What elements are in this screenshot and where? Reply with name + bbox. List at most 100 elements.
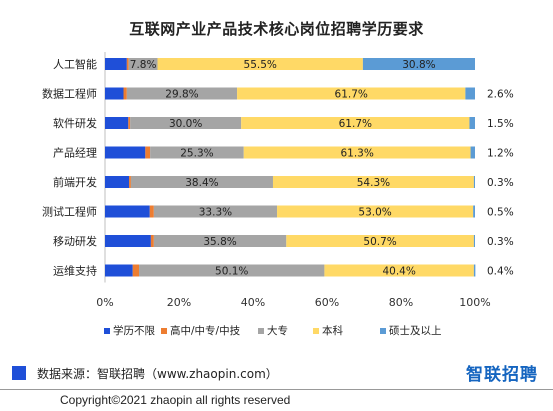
data-source: 数据来源：智联招聘（www.zhaopin.com）: [37, 367, 278, 381]
data-label: 61.3%: [340, 148, 373, 160]
bar-segment: [150, 235, 154, 247]
bar-segment: [145, 146, 151, 159]
data-label: 0.3%: [487, 236, 514, 248]
data-label: 35.8%: [203, 236, 236, 248]
category-label: 移动研发: [53, 234, 97, 248]
bar-segment: [123, 87, 127, 100]
data-label: 1.2%: [487, 148, 514, 160]
bar-segment: [277, 205, 474, 218]
bar-segment: [465, 87, 475, 100]
bar-segment: [105, 264, 133, 277]
bars: [105, 58, 476, 277]
legend-swatch: [258, 328, 264, 334]
data-label: 54.3%: [357, 177, 390, 189]
legend-entry: 学历不限: [113, 324, 155, 337]
legend-swatch: [161, 328, 167, 334]
footer-divider: [0, 389, 553, 390]
category-label: 人工智能: [53, 57, 97, 71]
data-label: 0.5%: [487, 207, 514, 219]
data-label: 2.6%: [487, 89, 514, 101]
x-tick-label: 20%: [167, 296, 191, 309]
legend-entry: 高中/中专/中技: [170, 324, 241, 337]
data-labels: 7.8% 55.5% 30.8% 29.8% 61.7% 2.6% 30.0% 61.7% 1.…: [130, 59, 514, 278]
bar-segment: [150, 146, 244, 159]
legend-entry: 本科: [322, 324, 343, 337]
axes: 0% 20% 40% 60% 80% 100% 人工智能数据工程师软件研发产品经理前端开发测…: [42, 52, 491, 309]
bar-segment: [130, 117, 242, 129]
data-label: 50.1%: [215, 266, 248, 278]
bar-segment: [105, 87, 124, 100]
legend-swatch: [313, 328, 319, 334]
data-label: 7.8%: [130, 59, 157, 71]
data-label: 61.7%: [335, 89, 368, 101]
bar-segment: [130, 176, 273, 188]
bar-segment: [105, 235, 151, 247]
bar-segment: [469, 117, 475, 129]
bar-segment: [132, 264, 140, 277]
data-label: 40.4%: [382, 266, 415, 278]
data-label: 25.3%: [180, 148, 213, 160]
bar-segment: [272, 176, 474, 188]
data-label: 53.0%: [358, 207, 391, 219]
legend-swatch: [104, 328, 110, 334]
bar-segment: [105, 205, 150, 218]
data-label: 29.8%: [165, 89, 198, 101]
bar-segment: [105, 58, 127, 70]
data-label: 33.3%: [199, 207, 232, 219]
bar-segment: [241, 117, 470, 129]
data-label: 0.3%: [487, 177, 514, 189]
data-label: 55.5%: [244, 59, 277, 71]
bar-segment: [105, 146, 146, 159]
category-label: 软件研发: [53, 116, 97, 130]
bar-segment: [128, 117, 131, 129]
data-label: 50.7%: [363, 236, 396, 248]
source-row: 数据来源：智联招聘（www.zhaopin.com） 智联招聘: [12, 364, 542, 386]
data-label: 38.4%: [185, 177, 218, 189]
brand-logo: 智联招聘: [466, 365, 538, 385]
bar-segment: [129, 176, 131, 188]
bar-segment: [473, 176, 475, 188]
legend-entry: 硕士及以上: [389, 324, 442, 337]
bar-segment: [473, 235, 475, 247]
bar-segment: [362, 58, 475, 70]
bar-segment: [126, 58, 129, 70]
bar-segment: [105, 176, 130, 188]
data-label: 30.0%: [169, 118, 202, 130]
data-label: 0.4%: [487, 266, 514, 278]
data-label: 30.8%: [402, 59, 435, 71]
bar-segment: [139, 264, 325, 277]
bar-segment: [243, 146, 471, 159]
bar-segment: [470, 146, 475, 159]
x-tick-label: 100%: [459, 296, 490, 309]
bar-segment: [237, 87, 466, 100]
legend-entry: 大专: [267, 324, 288, 337]
chart-title: 互联网产业产品技术核心岗位招聘学历要求: [129, 20, 424, 38]
bar-segment: [105, 117, 129, 129]
copyright: Copyright©2021 zhaopin all rights reserv…: [60, 393, 291, 407]
bar-segment: [473, 205, 475, 218]
data-label: 1.5%: [487, 118, 514, 130]
bar-segment: [153, 205, 278, 218]
category-label: 数据工程师: [42, 87, 97, 101]
bar-segment: [324, 264, 474, 277]
category-label: 运维支持: [53, 264, 97, 278]
x-tick-label: 0%: [96, 296, 113, 309]
category-label: 测试工程师: [42, 206, 97, 219]
bar-segment: [126, 87, 238, 100]
category-label: 产品经理: [53, 146, 97, 160]
x-tick-label: 80%: [389, 296, 413, 309]
bar-segment: [153, 235, 287, 247]
source-marker: [12, 366, 26, 380]
x-tick-label: 60%: [315, 296, 339, 309]
x-tick-label: 40%: [241, 296, 265, 309]
bar-segment: [473, 264, 476, 277]
legend: 学历不限 高中/中专/中技 大专 本科 硕士及以上: [104, 324, 442, 337]
bar-segment: [286, 235, 474, 247]
category-label: 前端开发: [53, 175, 97, 189]
bar-segment: [128, 58, 158, 70]
bar-segment: [149, 205, 154, 218]
legend-swatch: [380, 328, 386, 334]
bar-segment: [157, 58, 363, 70]
data-label: 61.7%: [339, 118, 372, 130]
